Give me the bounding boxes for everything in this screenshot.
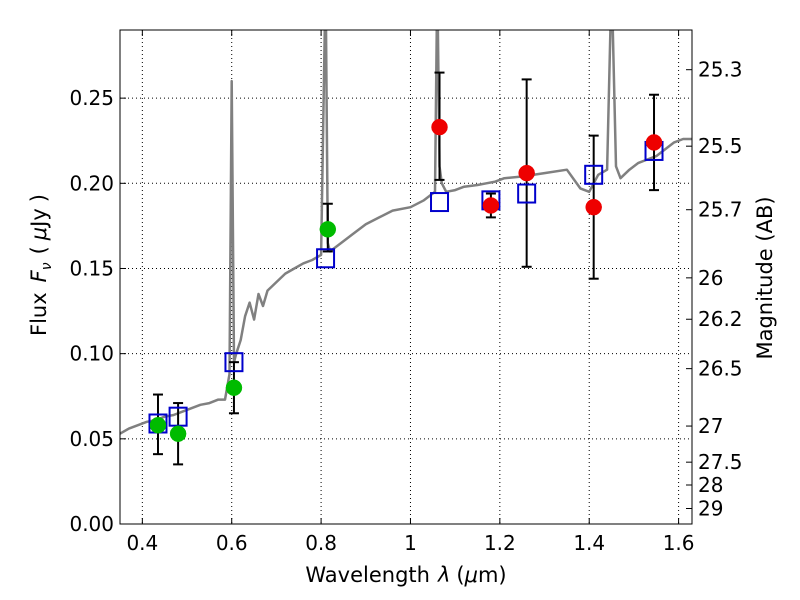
x-axis-ticks: 0.4 0.6 0.8 1 1.2 1.4 1.6	[126, 30, 695, 555]
optical-data-point	[169, 425, 187, 442]
right-tick-label: 26	[698, 266, 723, 290]
plot-frame	[119, 29, 693, 525]
x-tick-label: 1	[404, 531, 417, 555]
y-tick-label: 0.20	[69, 171, 114, 195]
ir-data-point	[482, 197, 500, 214]
model-square-point	[584, 164, 604, 185]
y-tick-label: 0.05	[69, 427, 114, 451]
y-axis-ticks: 0.00 0.05 0.10 0.15 0.20 0.25	[69, 86, 126, 536]
right-tick-label: 29	[698, 496, 723, 520]
y-tick-label: 0.15	[69, 256, 114, 280]
right-tick-label: 26.2	[698, 307, 743, 331]
optical-data-point	[225, 379, 243, 396]
x-tick-label: 0.4	[126, 531, 158, 555]
right-tick-label: 26.5	[698, 357, 743, 381]
optical-data-point	[319, 221, 337, 238]
right-axis-label: Magnitude (AB)	[753, 196, 777, 359]
right-tick-label: 27.5	[698, 450, 743, 474]
x-tick-label: 0.6	[216, 531, 248, 555]
x-tick-label: 1.2	[484, 531, 516, 555]
ir-data-point	[585, 198, 602, 216]
y-tick-label: 0.25	[69, 86, 114, 110]
ir-data-point	[518, 164, 535, 182]
x-tick-label: 0.8	[305, 531, 337, 555]
model-square-point	[224, 352, 244, 373]
y-axis-label: FluxFν(μJy)	[27, 194, 55, 336]
right-tick-label: 25.5	[698, 134, 743, 158]
right-tick-label: 25.7	[698, 198, 743, 222]
x-tick-label: 1.6	[663, 531, 695, 555]
right-tick-label: 27	[698, 414, 723, 438]
right-tick-label: 25.3	[698, 58, 743, 82]
ir-data-point	[645, 134, 663, 151]
ir-data-point	[431, 118, 448, 136]
optical-data-point	[149, 416, 167, 434]
marker-layer	[148, 118, 664, 442]
model-square-point	[517, 183, 537, 204]
x-tick-label: 1.4	[573, 531, 605, 555]
y-tick-label: 0.10	[69, 342, 114, 366]
plot-background	[120, 30, 692, 524]
y-tick-label: 0.00	[69, 512, 114, 536]
right-tick-label: 28	[698, 473, 723, 497]
model-square-point	[430, 192, 450, 213]
x-axis-label: Wavelength λ (μm)	[305, 563, 506, 587]
model-square-point	[316, 248, 336, 269]
